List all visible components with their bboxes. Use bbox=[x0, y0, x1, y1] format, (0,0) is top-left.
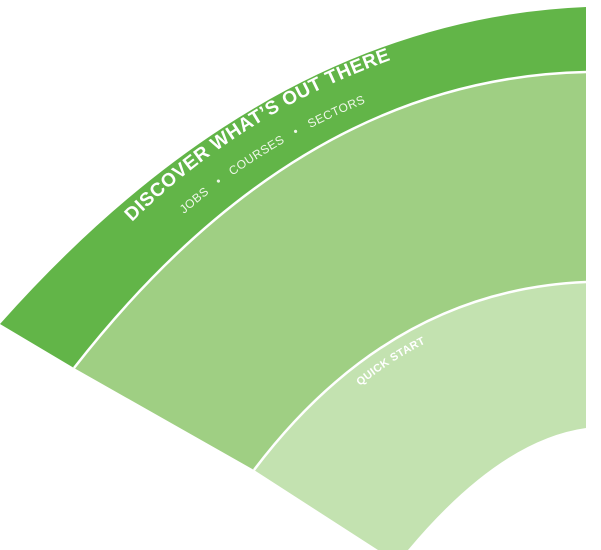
outer-band[interactable] bbox=[0, 7, 586, 368]
inner-divider-line bbox=[253, 280, 587, 471]
separator-dot: • bbox=[290, 124, 301, 139]
outer-divider-line bbox=[73, 70, 587, 369]
separator-dot: • bbox=[213, 174, 225, 188]
middle-band[interactable] bbox=[74, 72, 586, 470]
inner-band[interactable] bbox=[254, 282, 586, 550]
